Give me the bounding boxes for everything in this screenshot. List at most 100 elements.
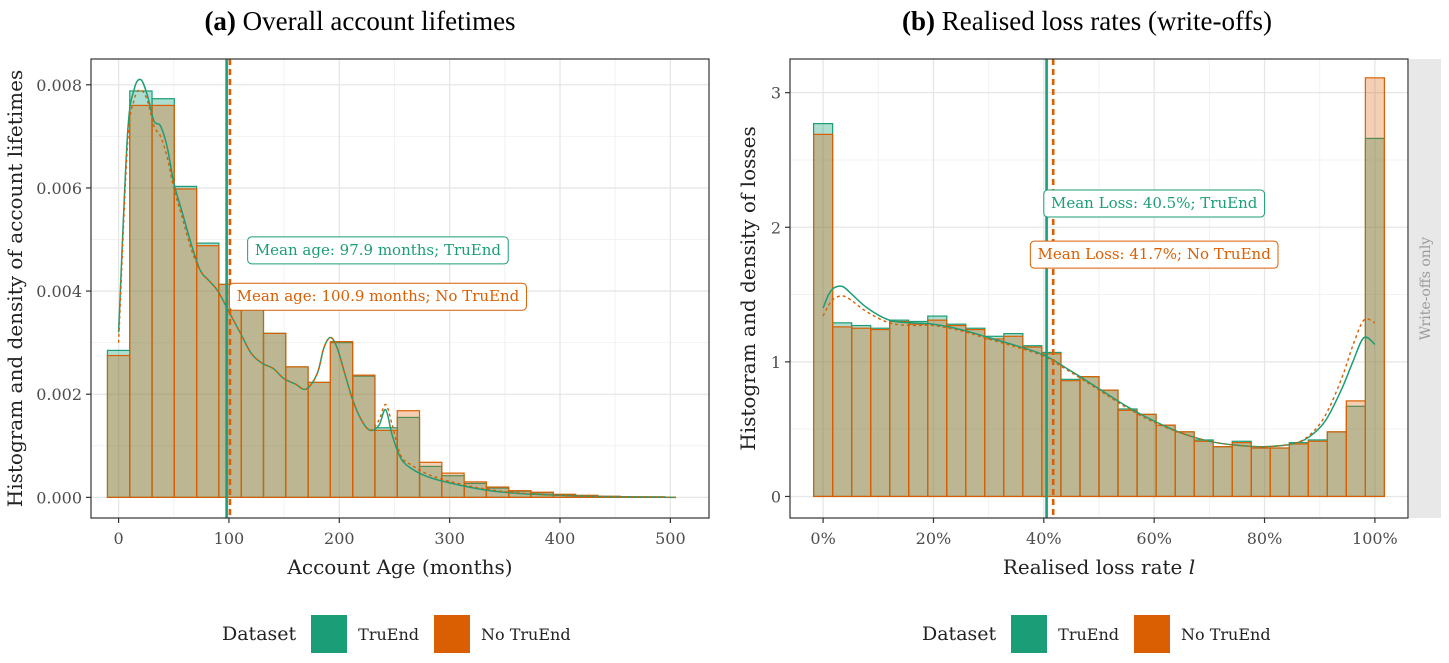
x-tick-label: 0%	[810, 529, 835, 548]
panel-loss-rates: (b) Realised loss rates (write-offs) Mea…	[725, 0, 1449, 663]
y-tick-label: 1	[771, 353, 781, 372]
histogram-bar-notruend	[1307, 440, 1328, 498]
mean-label-notruend: Mean age: 100.9 months; No TruEnd	[237, 287, 520, 305]
histogram-bar-notruend	[1003, 335, 1024, 498]
histogram-bar-notruend	[285, 366, 309, 498]
histogram-bar-notruend	[129, 104, 153, 498]
y-axis-title: Histogram and density of account lifetim…	[3, 70, 27, 507]
x-axis-title-var: l	[1182, 555, 1195, 579]
x-tick-label: 100	[214, 529, 245, 548]
histogram-bar-notruend	[1155, 424, 1176, 498]
chart-title-text-b: Realised loss rates (write-offs)	[941, 6, 1272, 36]
histogram-chart-b: Mean Loss: 40.5%; TruEnd Mean Loss: 41.7%…	[736, 58, 1441, 579]
histogram-bar-notruend	[1136, 413, 1157, 498]
histogram-bar-notruend	[984, 338, 1005, 498]
mean-label-box-truend	[247, 236, 509, 265]
legend-label-notruend: No TruEnd	[1181, 624, 1271, 644]
mean-label-box-truend	[1043, 189, 1266, 218]
histogram-bar-notruend	[1098, 389, 1119, 498]
legend-title: Dataset	[222, 623, 297, 645]
legend-key-truend	[1011, 615, 1048, 653]
facet-strip-label: Write-offs only	[1418, 237, 1434, 341]
density-curve-truend	[822, 285, 1376, 448]
x-axis-title: Realised loss rate l	[1003, 555, 1195, 579]
histogram-bar-notruend	[1250, 447, 1271, 498]
histogram-bar-notruend	[946, 324, 967, 498]
legend-label-truend: TruEnd	[1058, 624, 1120, 644]
x-tick-label: 300	[434, 529, 465, 548]
histogram-chart-a: Mean age: 97.9 months; TruEnd Mean age: 1…	[3, 58, 710, 579]
y-tick-label: 0.008	[36, 76, 82, 95]
histogram-bar-notruend	[965, 328, 986, 498]
histogram-bar-notruend	[1212, 446, 1233, 498]
histogram-bar-notruend	[1231, 442, 1252, 498]
histogram-bar-notruend	[173, 188, 198, 498]
density-curve-truend	[117, 78, 676, 499]
x-tick-label: 0	[113, 529, 123, 548]
histogram-bar-notruend	[832, 326, 853, 498]
histogram-bar-notruend	[1326, 431, 1347, 498]
x-tick-label: 40%	[1026, 529, 1062, 548]
histogram-bar-notruend	[1345, 400, 1366, 498]
x-tick-label: 200	[324, 529, 355, 548]
mean-label-notruend: Mean Loss: 41.7%; No TruEnd	[1038, 245, 1272, 263]
legend-key-notruend	[434, 615, 471, 653]
chart-title-prefix-b: (b)	[902, 6, 936, 36]
histogram-bar-notruend	[889, 320, 910, 498]
histogram-bar-notruend	[1288, 443, 1309, 498]
histogram-bar-notruend	[870, 328, 891, 498]
x-tick-label: 500	[655, 529, 686, 548]
y-axis-title: Histogram and density of losses	[736, 126, 760, 451]
x-tick-label: 60%	[1136, 529, 1172, 548]
histogram-bar-notruend	[396, 410, 421, 498]
histogram-bar-notruend	[1041, 353, 1062, 498]
legend-label-notruend: No TruEnd	[481, 624, 571, 644]
histogram-bar-notruend	[1079, 376, 1100, 498]
histogram-bar-notruend	[1269, 447, 1290, 498]
mean-label-truend: Mean age: 97.9 months; TruEnd	[255, 241, 502, 259]
y-tick-label: 0.006	[36, 179, 82, 198]
chart-title-b: (b) Realised loss rates (write-offs)	[725, 6, 1449, 37]
chart-title-text-a: Overall account lifetimes	[242, 6, 516, 36]
x-tick-label: 100%	[1352, 529, 1398, 548]
legend-key-notruend	[1134, 615, 1171, 653]
histogram-bar-notruend	[927, 319, 948, 498]
histogram-bar-notruend	[262, 332, 287, 498]
histogram-bar-notruend	[1193, 440, 1214, 498]
y-tick-label: 0	[771, 487, 781, 506]
x-tick-label: 80%	[1247, 529, 1283, 548]
x-tick-label: 400	[545, 529, 576, 548]
histogram-bar-notruend	[106, 354, 131, 498]
x-axis-title-text: Account Age (months)	[286, 555, 512, 579]
mean-label-box-notruend	[228, 282, 527, 311]
density-curve-notruend	[822, 295, 1376, 448]
mean-label-box-notruend	[1029, 240, 1279, 269]
plot-border	[789, 58, 1409, 519]
histogram-bar-notruend	[240, 306, 265, 498]
chart-title-a: (a) Overall account lifetimes	[0, 6, 720, 37]
histogram-bar-notruend	[908, 323, 929, 498]
histogram-bar-notruend	[1364, 77, 1386, 498]
histogram-bar-notruend	[1117, 409, 1138, 498]
y-tick-label: 0.002	[36, 385, 82, 404]
histogram-bar-notruend	[1174, 431, 1195, 498]
histogram-bar-notruend	[196, 245, 220, 498]
legend-title: Dataset	[922, 623, 997, 645]
chart-title-prefix-a: (a)	[204, 6, 236, 36]
legend-a: Dataset TruEnd No TruEnd	[222, 612, 585, 656]
legend-label-truend: TruEnd	[358, 624, 420, 644]
x-axis-title-text: Realised loss rate	[1003, 555, 1183, 579]
x-axis-title: Account Age (months)	[286, 555, 512, 579]
histogram-bar-notruend	[1022, 346, 1043, 498]
panel-account-lifetimes: (a) Overall account lifetimes Mean age: …	[0, 0, 720, 663]
y-tick-label: 0.000	[36, 488, 82, 507]
mean-label-truend: Mean Loss: 40.5%; TruEnd	[1051, 194, 1258, 212]
y-tick-label: 3	[771, 84, 781, 103]
histogram-bar-notruend	[851, 327, 872, 498]
plot-border	[90, 58, 710, 519]
histogram-bar-notruend	[329, 341, 354, 498]
facet-strip	[1409, 59, 1441, 518]
y-tick-label: 2	[771, 218, 781, 237]
x-tick-label: 20%	[916, 529, 952, 548]
histogram-bar-notruend	[307, 381, 331, 498]
